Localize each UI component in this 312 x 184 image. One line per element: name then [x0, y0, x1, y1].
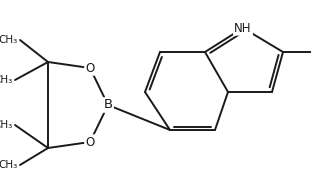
Text: CH₃: CH₃: [0, 160, 18, 170]
Text: O: O: [85, 135, 95, 148]
Text: B: B: [104, 98, 113, 112]
Text: O: O: [85, 61, 95, 75]
Text: CH₃: CH₃: [0, 75, 13, 85]
Text: CH₃: CH₃: [0, 120, 13, 130]
Text: CH₃: CH₃: [0, 35, 18, 45]
Text: NH: NH: [234, 22, 252, 35]
